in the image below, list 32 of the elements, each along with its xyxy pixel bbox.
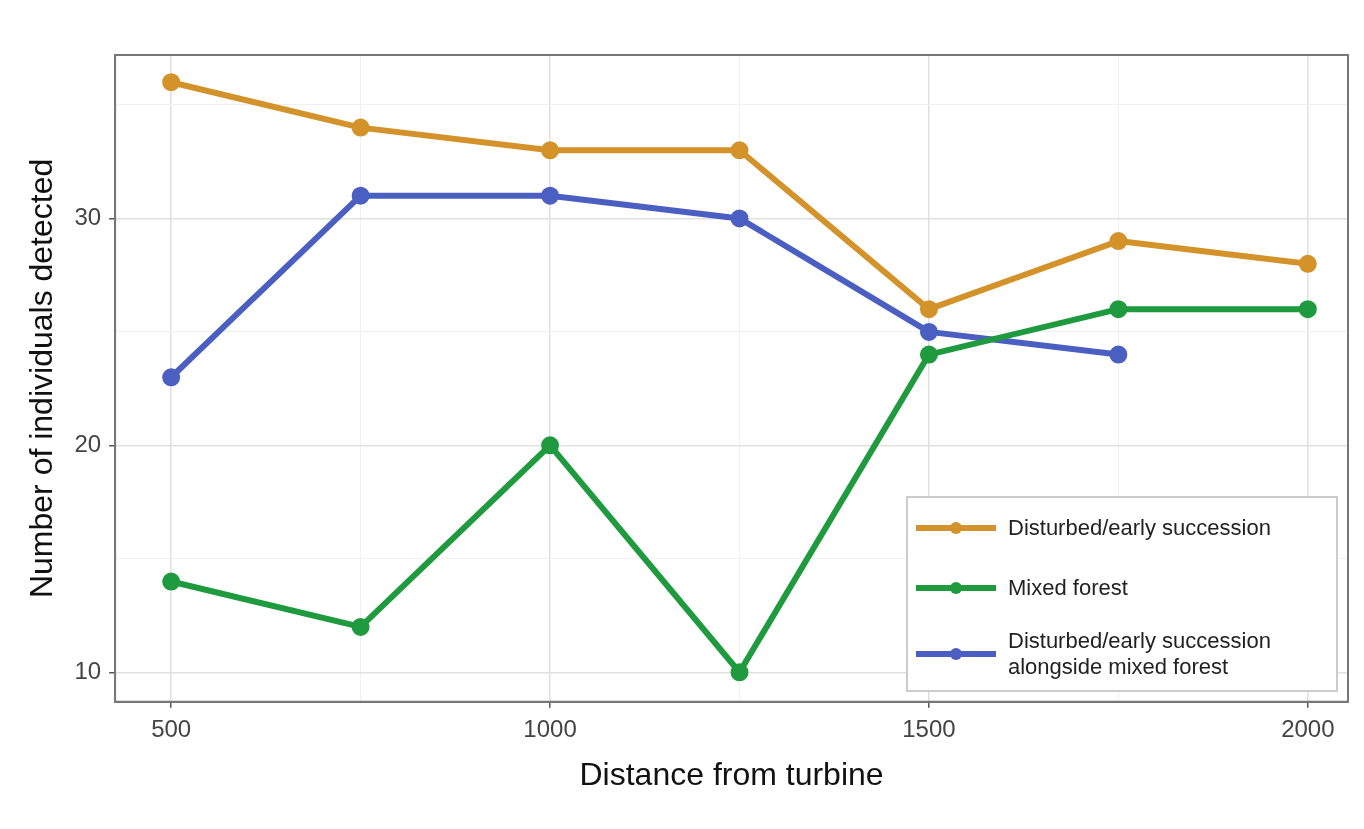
point [1298,254,1317,273]
y-tick-label: 20 [74,429,102,457]
point [730,663,749,682]
x-tick-label: 1000 [523,714,577,742]
point [541,186,560,205]
point [351,186,370,205]
point [1109,300,1128,319]
point [730,141,749,160]
y-tick-label: 10 [74,656,102,684]
point [1109,345,1128,364]
legend-label: Disturbed/early succession [1008,514,1272,541]
point [1298,300,1317,319]
x-tick-label: 2000 [1281,714,1335,742]
point [541,141,560,160]
y-tick-label: 30 [74,203,102,231]
point [919,345,938,364]
point [1109,232,1128,251]
point [351,118,370,137]
point [919,300,938,319]
legend-label: Disturbed/early succession alongside mixed forest [1008,627,1272,680]
x-axis-title: Distance from turbine [579,755,884,792]
x-tick-label: 1500 [902,714,956,742]
point [162,368,181,387]
y-axis-title: Number of individuals detected [23,158,60,599]
x-tick-label: 500 [151,714,192,742]
point [541,436,560,455]
point [162,73,181,92]
point [162,572,181,591]
point [730,209,749,228]
point [351,617,370,636]
point [919,322,938,341]
legend-label: Mixed forest [1008,574,1129,601]
